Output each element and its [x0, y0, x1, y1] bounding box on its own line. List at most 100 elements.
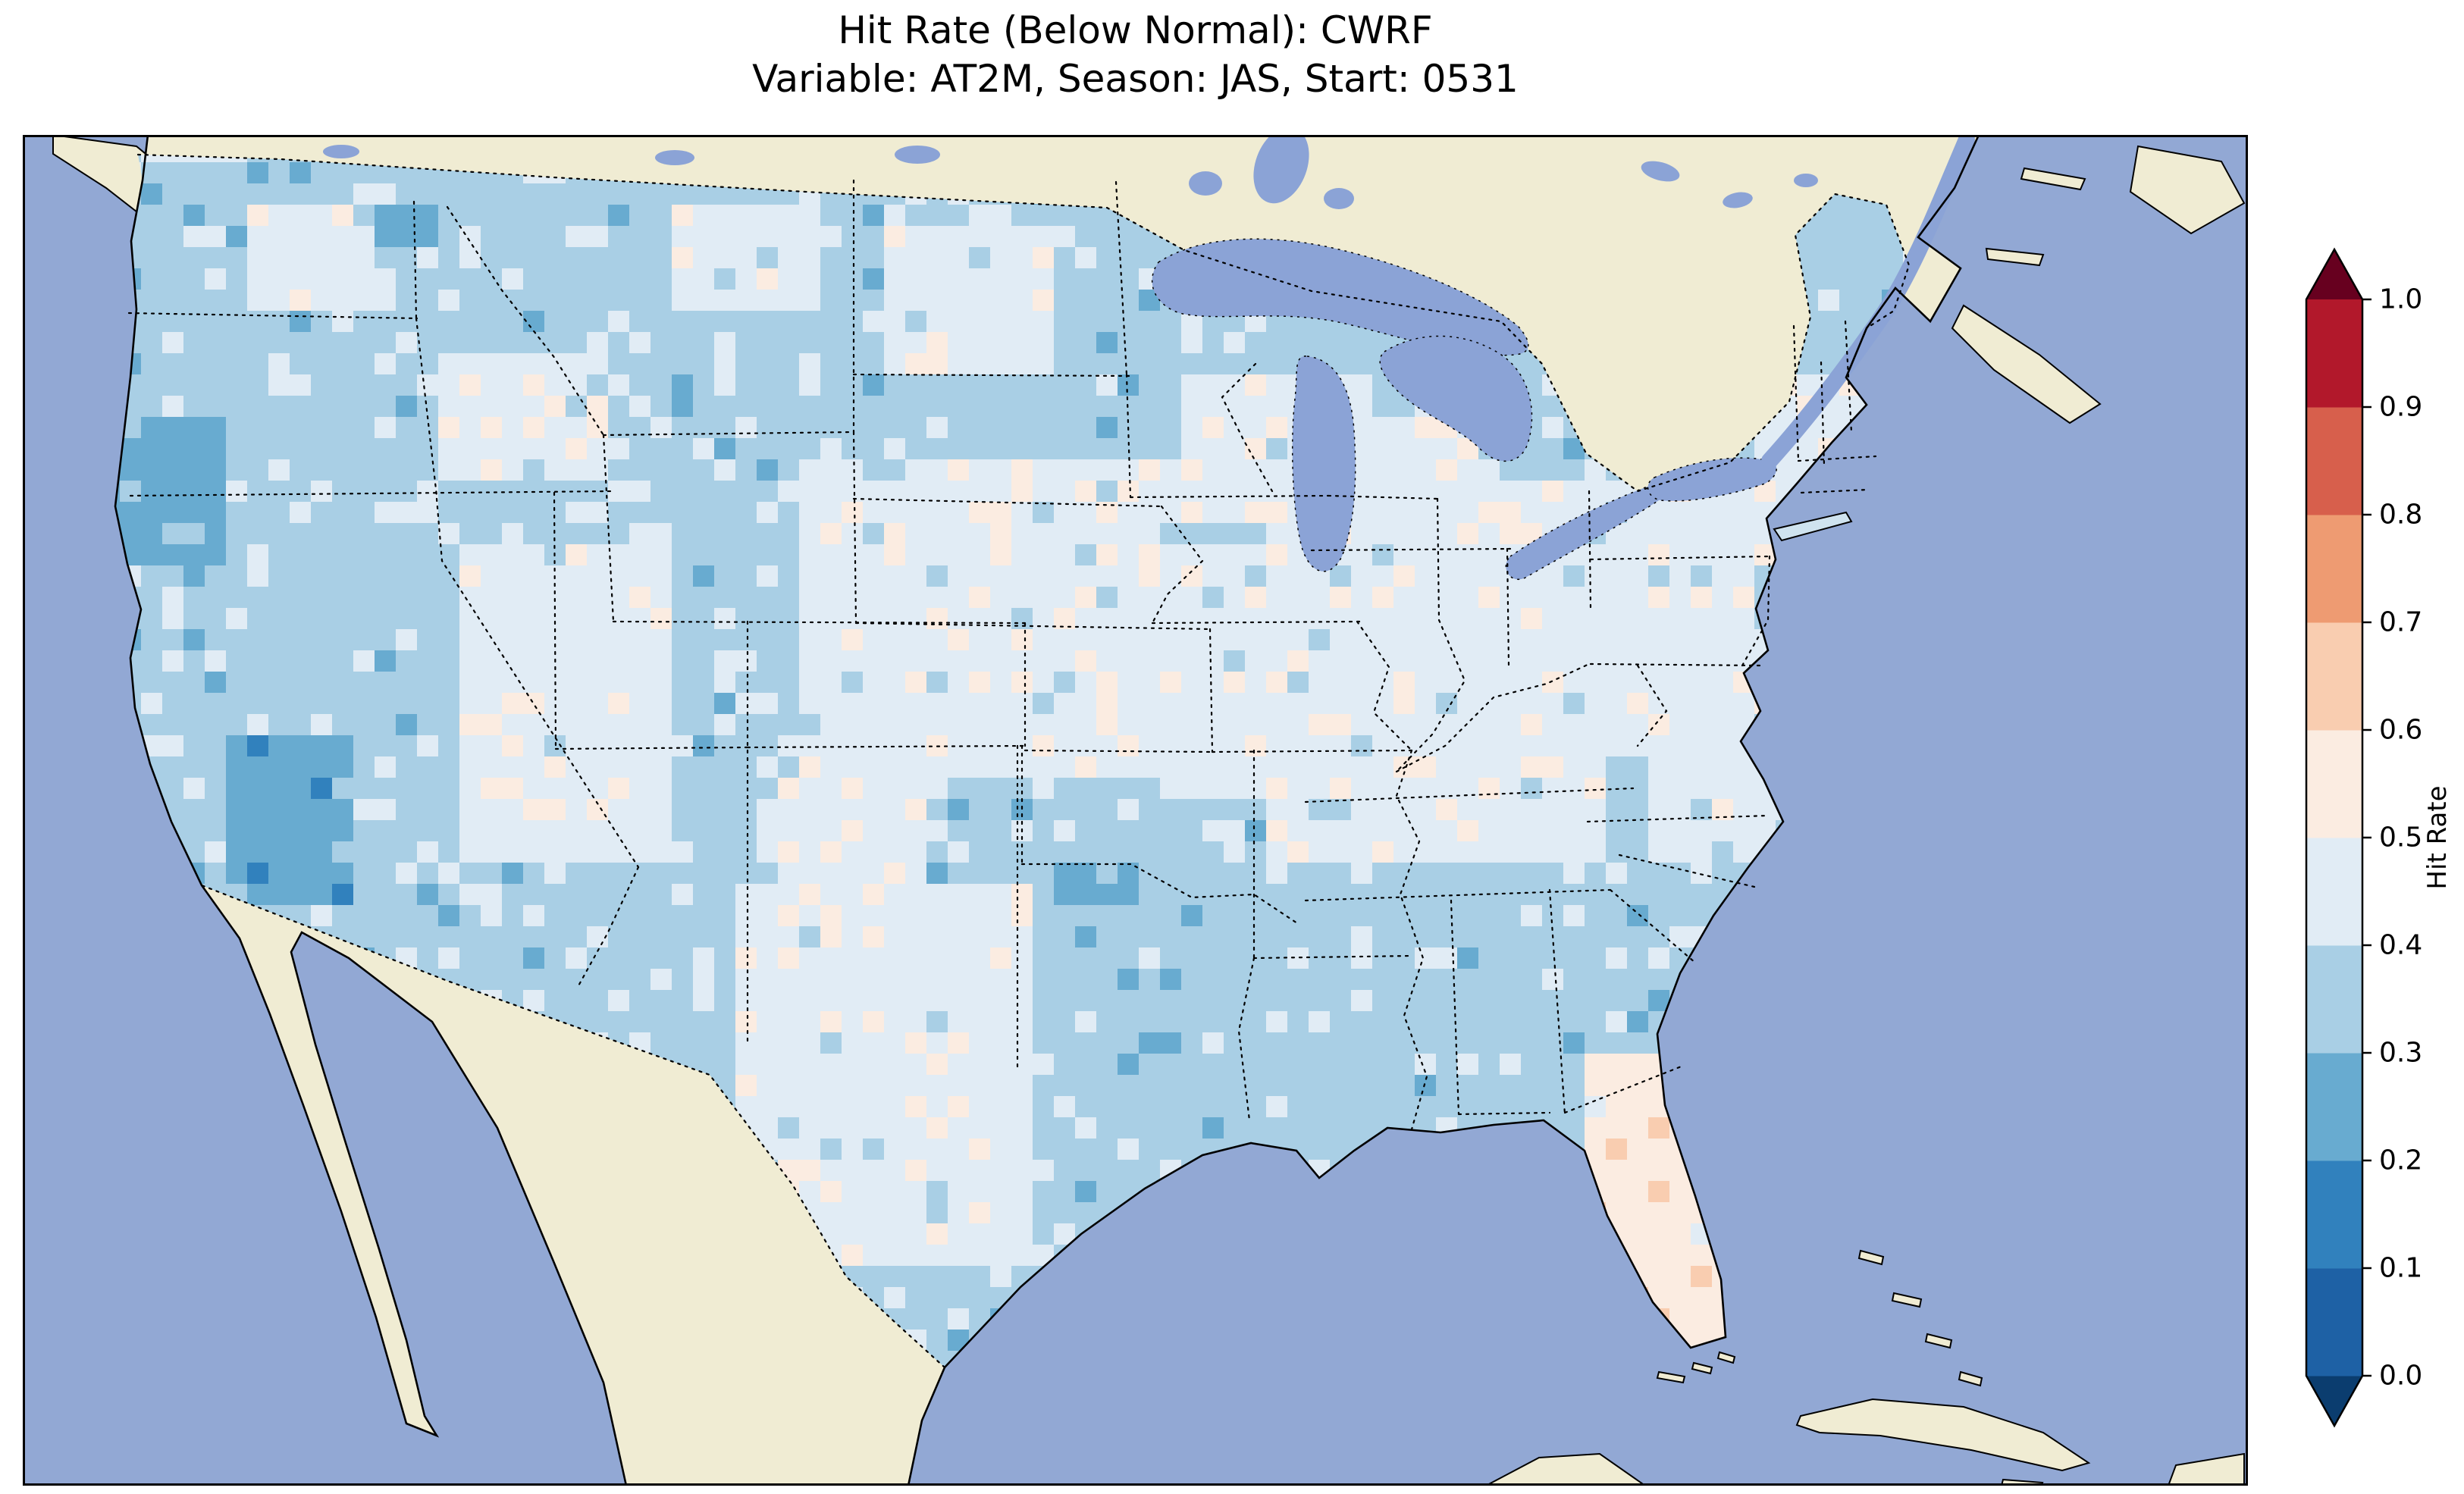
grid-cell — [1393, 735, 1415, 757]
grid-cell — [566, 417, 588, 439]
grid-cell — [247, 438, 269, 460]
grid-cell — [353, 459, 375, 481]
grid-cell — [863, 820, 885, 842]
grid-cell — [926, 459, 948, 481]
grid-cell — [417, 820, 439, 842]
grid-cell — [1160, 735, 1182, 757]
grid-cell — [1139, 947, 1161, 969]
grid-cell — [842, 693, 864, 715]
grid-cell — [438, 863, 460, 885]
grid-cell — [884, 459, 906, 481]
grid-cell — [1054, 608, 1076, 630]
grid-cell — [332, 311, 354, 333]
grid-cell — [884, 502, 906, 524]
grid-cell — [481, 629, 503, 651]
grid-cell — [332, 523, 354, 545]
grid-cell — [1669, 565, 1691, 587]
grid-cell — [1118, 756, 1140, 778]
grid-cell — [926, 332, 948, 354]
grid-cell — [948, 459, 970, 481]
grid-cell — [757, 353, 779, 375]
grid-cell — [990, 587, 1012, 609]
grid-cell — [311, 608, 333, 630]
grid-cell — [1563, 735, 1585, 757]
grid-cell — [1202, 353, 1224, 375]
grid-cell — [693, 438, 715, 460]
grid-cell — [990, 332, 1012, 354]
grid-cell — [226, 693, 248, 715]
grid-cell — [332, 332, 354, 354]
grid-cell — [948, 863, 970, 885]
grid-cell — [693, 587, 715, 609]
grid-cell — [523, 311, 545, 333]
grid-cell — [608, 926, 630, 948]
grid-cell — [650, 565, 672, 587]
grid-cell — [1712, 587, 1734, 609]
grid-cell — [1351, 820, 1373, 842]
grid-cell — [1096, 947, 1118, 969]
grid-cell — [1585, 799, 1607, 821]
grid-cell — [905, 884, 927, 906]
anticosti-island — [2020, 167, 2086, 191]
grid-cell — [926, 544, 948, 566]
grid-cell — [587, 672, 609, 694]
grid-cell — [926, 1032, 948, 1054]
grid-cell — [502, 587, 524, 609]
grid-cell — [1202, 863, 1224, 885]
grid-cell — [544, 799, 566, 821]
grid-cell — [693, 396, 715, 418]
grid-cell — [820, 799, 842, 821]
grid-cell — [502, 799, 524, 821]
grid-cell — [1436, 947, 1458, 969]
grid-cell — [459, 608, 481, 630]
grid-cell — [353, 353, 375, 375]
grid-cell — [990, 1117, 1012, 1139]
grid-cell — [1224, 1096, 1246, 1118]
grid-cell — [332, 183, 354, 205]
grid-cell — [1096, 587, 1118, 609]
grid-cell — [1627, 969, 1649, 991]
grid-cell — [523, 205, 545, 227]
grid-cell — [1415, 502, 1437, 524]
grid-cell — [1500, 608, 1522, 630]
grid-cell — [375, 863, 397, 885]
grid-cell — [183, 820, 205, 842]
grid-cell — [332, 162, 354, 184]
grid-cell — [990, 863, 1012, 885]
grid-cell — [1351, 1075, 1373, 1097]
grid-cell — [948, 1160, 970, 1182]
grid-cell — [1627, 1032, 1649, 1054]
grid-cell — [969, 1287, 991, 1309]
grid-cell — [587, 183, 609, 205]
grid-cell — [311, 863, 333, 885]
grid-cell — [1818, 268, 1840, 290]
grid-cell — [1330, 1117, 1352, 1139]
grid-cell — [1669, 1266, 1691, 1288]
grid-cell — [566, 290, 588, 312]
grid-cell — [1054, 820, 1076, 842]
grid-cell — [1415, 714, 1437, 736]
grid-cell — [1075, 311, 1097, 333]
grid-cell — [842, 247, 864, 269]
grid-cell — [1606, 1011, 1628, 1033]
grid-cell — [608, 374, 630, 396]
grid-cell — [1266, 1054, 1288, 1076]
grid-cell — [1309, 1117, 1331, 1139]
grid-cell — [693, 417, 715, 439]
grid-cell — [459, 650, 481, 672]
grid-cell — [1393, 544, 1415, 566]
grid-cell — [1627, 990, 1649, 1012]
grid-cell — [332, 820, 354, 842]
grid-cell — [1521, 650, 1543, 672]
grid-cell — [247, 155, 269, 163]
grid-cell — [1139, 629, 1161, 651]
grid-cell — [1139, 1139, 1161, 1160]
grid-cell — [969, 396, 991, 418]
grid-cell — [438, 756, 460, 778]
grid-cell — [1330, 820, 1352, 842]
grid-cell — [502, 947, 524, 969]
grid-cell — [735, 1011, 757, 1033]
grid-cell — [247, 523, 269, 545]
grid-cell — [1245, 481, 1267, 503]
grid-cell — [1436, 969, 1458, 991]
